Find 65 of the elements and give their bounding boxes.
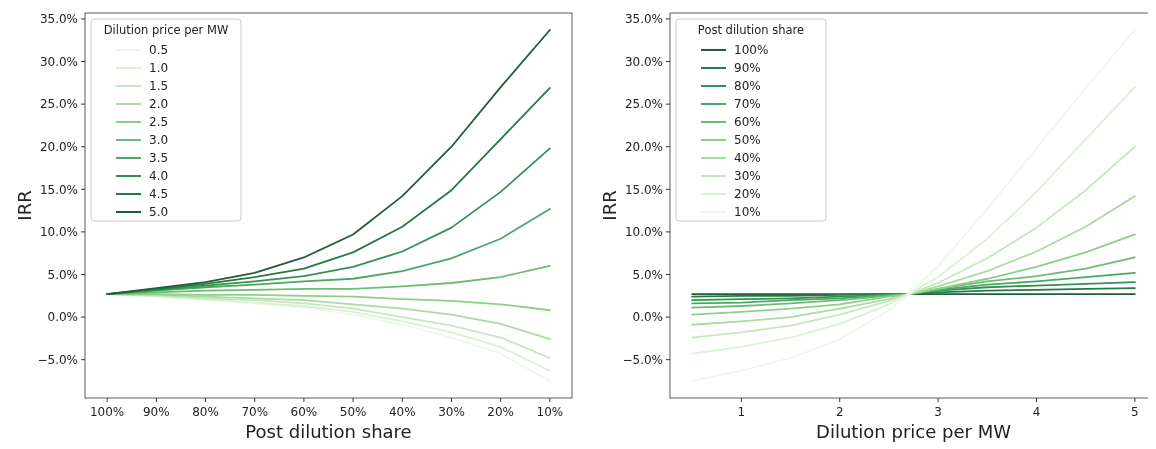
x-tick-label: 80% xyxy=(192,405,219,419)
x-tick-label: 4 xyxy=(1032,405,1041,419)
legend-label: 30% xyxy=(734,169,761,184)
x-tick-label: 100% xyxy=(89,405,125,419)
x-axis-title: Post dilution share xyxy=(245,421,412,442)
legend-label: 4.0 xyxy=(149,169,169,184)
legend-label: 3.5 xyxy=(149,151,169,166)
x-tick-label: 30% xyxy=(438,405,465,419)
legend-label: 40% xyxy=(734,151,761,166)
x-tick-label: 40% xyxy=(388,405,416,419)
y-tick-label: 0.0% xyxy=(632,310,663,325)
y-axis-title: IRR xyxy=(599,190,620,221)
legend-title: Post dilution share xyxy=(697,23,805,37)
line-series xyxy=(691,145,1136,339)
y-tick-label: 15.0% xyxy=(624,182,663,197)
y-tick-label: 35.0% xyxy=(624,12,663,27)
y-tick-label: −5.0% xyxy=(622,352,663,367)
legend-label: 70% xyxy=(734,97,761,112)
legend-label: 4.5 xyxy=(149,187,169,202)
legend-label: 100% xyxy=(734,43,769,58)
x-tick-label: 90% xyxy=(142,405,170,419)
x-axis-title: Dilution price per MW xyxy=(816,421,1012,442)
y-tick-label: 10.0% xyxy=(39,225,78,240)
legend-label: 2.0 xyxy=(149,97,169,112)
line-series xyxy=(691,256,1136,309)
x-tick-label: 10% xyxy=(536,405,564,419)
legend-label: 0.5 xyxy=(149,43,169,58)
y-tick-label: 20.0% xyxy=(624,139,663,154)
x-tick-label: 60% xyxy=(290,405,318,419)
legend-label: 90% xyxy=(734,61,761,76)
y-tick-label: 30.0% xyxy=(39,54,78,69)
y-tick-label: 25.0% xyxy=(624,97,663,112)
y-tick-label: 5.0% xyxy=(632,267,663,282)
line-series xyxy=(691,287,1136,298)
y-tick-label: 20.0% xyxy=(39,139,78,154)
x-tick-label: 50% xyxy=(339,405,367,419)
legend-label: 80% xyxy=(734,79,761,94)
y-tick-label: 0.0% xyxy=(47,310,78,325)
legend-label: 10% xyxy=(734,205,761,220)
legend-label: 20% xyxy=(734,187,761,202)
y-tick-label: 10.0% xyxy=(624,225,663,240)
legend-label: 2.5 xyxy=(149,115,169,130)
x-tick-label: 1 xyxy=(737,405,746,419)
legend-label: 1.5 xyxy=(149,79,169,94)
y-tick-label: 35.0% xyxy=(39,12,78,27)
y-tick-label: 30.0% xyxy=(624,54,663,69)
x-tick-label: 2 xyxy=(835,405,844,419)
x-tick-label: 70% xyxy=(241,405,269,419)
legend-label: 3.0 xyxy=(149,133,169,148)
x-tick-label: 3 xyxy=(934,405,942,419)
line-series xyxy=(691,281,1136,301)
legend-title: Dilution price per MW xyxy=(103,23,229,37)
y-tick-label: 25.0% xyxy=(39,97,78,112)
y-tick-label: −5.0% xyxy=(37,352,78,367)
x-tick-label: 20% xyxy=(487,405,515,419)
line-series xyxy=(691,271,1136,305)
y-tick-label: 5.0% xyxy=(47,267,78,282)
legend-label: 1.0 xyxy=(149,61,169,76)
legend-label: 60% xyxy=(734,115,761,130)
x-tick-label: 5 xyxy=(1131,405,1139,419)
legend-label: 50% xyxy=(734,133,761,148)
y-axis-title: IRR xyxy=(14,190,35,221)
legend-label: 5.0 xyxy=(149,205,169,220)
line-series xyxy=(691,233,1136,316)
y-tick-label: 15.0% xyxy=(39,182,78,197)
